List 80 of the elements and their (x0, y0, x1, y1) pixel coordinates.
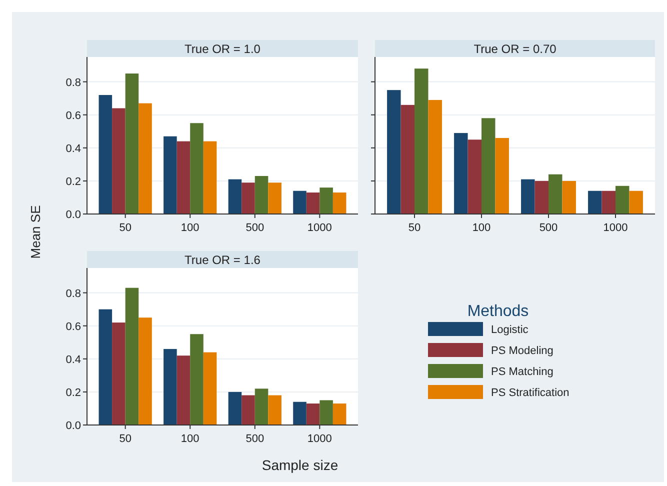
x-tick-label: 1000 (603, 222, 628, 234)
bar (112, 108, 126, 214)
y-tick-label: 0.2 (66, 176, 81, 188)
chart-title: True OR = 1.0 (184, 42, 261, 56)
x-tick-label: 1000 (307, 222, 332, 234)
legend-label: Logistic (491, 324, 529, 336)
bar (306, 192, 320, 214)
bar (112, 322, 126, 425)
bar (228, 179, 242, 214)
y-tick-label: 0.6 (66, 320, 81, 333)
bar (242, 395, 255, 425)
bar (521, 179, 535, 214)
legend-label: PS Matching (491, 366, 554, 378)
bar (228, 392, 242, 425)
y-tick-label: 0.8 (66, 288, 81, 300)
bar (414, 68, 428, 214)
bar (306, 404, 320, 425)
bar (387, 90, 401, 214)
bar (548, 174, 562, 214)
bar (254, 176, 268, 214)
legend-label: PS Stratification (491, 387, 570, 399)
y-tick-label: 0.6 (66, 110, 81, 122)
x-tick-label: 100 (180, 222, 200, 234)
bar (98, 95, 112, 214)
y-tick-label: 0.0 (66, 420, 81, 432)
bar (482, 118, 496, 214)
x-tick-label: 1000 (307, 433, 332, 445)
y-tick-label: 0.4 (66, 354, 81, 366)
x-axis-title: Sample size (262, 457, 338, 473)
bar (190, 334, 204, 425)
legend-label: PS Modeling (491, 345, 554, 357)
bar (615, 186, 630, 214)
x-tick-label: 100 (472, 222, 491, 234)
bar (428, 100, 442, 214)
legend-title: Methods (467, 303, 529, 320)
bar (164, 136, 177, 214)
bar (138, 103, 152, 214)
bar (254, 388, 268, 425)
bar (454, 133, 468, 214)
y-tick-label: 0.2 (66, 386, 81, 399)
chart-title: True OR = 0.70 (474, 42, 557, 56)
bar (190, 123, 204, 214)
x-tick-label: 500 (246, 222, 264, 234)
bar (176, 356, 190, 425)
bar (164, 348, 177, 425)
bar (562, 180, 576, 214)
bar (268, 395, 282, 425)
x-tick-label: 500 (539, 222, 558, 234)
x-tick-label: 50 (119, 222, 132, 234)
y-tick-label: 0.8 (66, 76, 81, 89)
bar (125, 74, 139, 214)
bar (293, 190, 306, 214)
bar (268, 182, 282, 214)
chart-title: True OR = 1.6 (184, 253, 261, 267)
bar (138, 318, 152, 425)
bar (176, 141, 190, 214)
bar (588, 190, 602, 214)
bar (332, 404, 346, 425)
bar (125, 288, 139, 425)
bar (98, 309, 112, 425)
bar (602, 190, 616, 214)
x-tick-label: 50 (119, 433, 132, 445)
bar (468, 140, 482, 214)
bar (320, 400, 333, 425)
x-tick-label: 50 (408, 222, 421, 234)
y-axis-title: Mean SE (28, 204, 43, 259)
bar (293, 402, 306, 425)
y-tick-label: 0.4 (66, 142, 81, 155)
bar (495, 138, 509, 214)
bar (203, 352, 217, 425)
bar (242, 182, 255, 214)
y-tick-label: 0.0 (66, 209, 81, 221)
bar (629, 190, 643, 214)
bar (332, 192, 346, 214)
x-tick-label: 500 (246, 433, 264, 445)
bar (534, 180, 548, 214)
bar (400, 104, 415, 214)
bar (320, 188, 333, 214)
bar (203, 141, 217, 214)
x-tick-label: 100 (180, 433, 200, 445)
